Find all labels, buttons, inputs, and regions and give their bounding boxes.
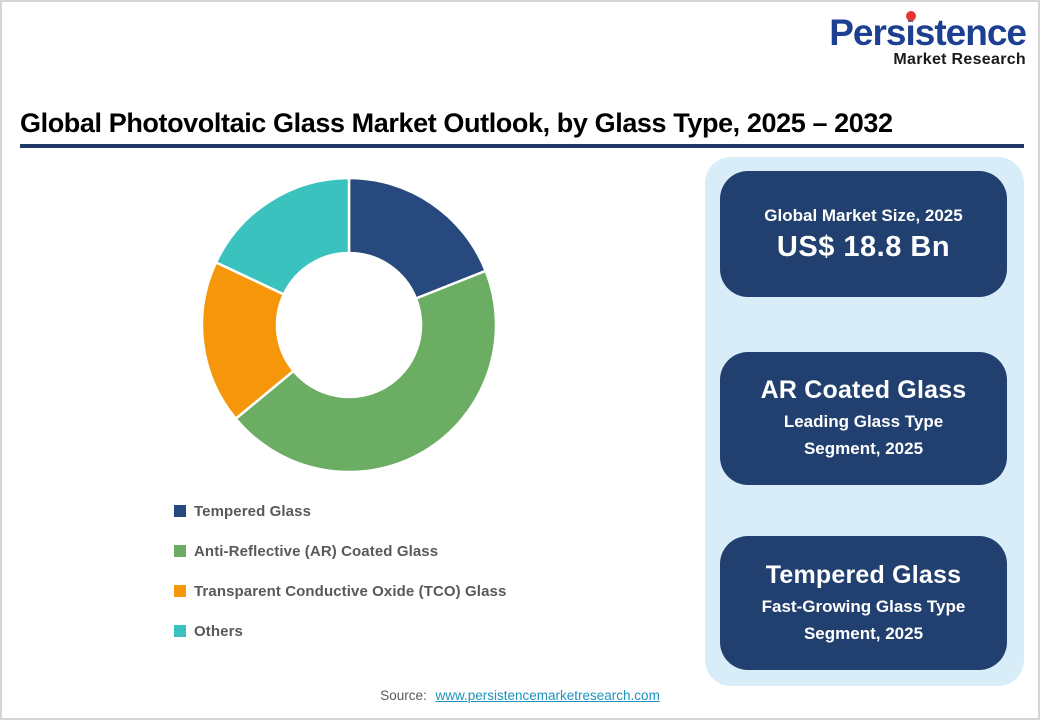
legend-item-tco-glass: Transparent Conductive Oxide (TCO) Glass [174, 571, 506, 611]
legend-swatch-tco-glass [174, 585, 186, 597]
leading-segment-box: AR Coated Glass Leading Glass Type Segme… [720, 352, 1007, 485]
logo-tagline: Market Research [893, 51, 1026, 68]
donut-segment-tempered-glass [347, 176, 487, 300]
market-size-title: Global Market Size, 2025 [764, 205, 963, 225]
source-link[interactable]: www.persistencemarketresearch.com [435, 688, 660, 703]
legend-swatch-tempered-glass [174, 505, 186, 517]
legend-label: Tempered Glass [194, 502, 312, 520]
leading-segment-subtitle-1: Leading Glass Type [783, 412, 944, 432]
leading-segment-title: AR Coated Glass [760, 376, 967, 405]
source-line: Source: www.persistencemarketresearch.co… [2, 688, 1038, 703]
fast-growing-segment-title: Tempered Glass [765, 560, 962, 589]
legend-label: Others [194, 622, 243, 640]
fast-growing-segment-box: Tempered Glass Fast-Growing Glass Type S… [720, 536, 1007, 670]
donut-segment-transparent-conductive-oxide-tco-glass [200, 261, 295, 420]
leading-segment-subtitle-2: Segment, 2025 [803, 439, 924, 459]
legend-swatch-others [174, 625, 186, 637]
legend-item-others: Others [174, 611, 506, 651]
page-title: Global Photovoltaic Glass Market Outlook… [20, 108, 893, 138]
legend-label: Transparent Conductive Oxide (TCO) Glass [194, 582, 507, 600]
legend-item-ar-coated-glass: Anti-Reflective (AR) Coated Glass [174, 531, 506, 571]
donut-chart [200, 176, 498, 474]
persistence-logo: Persistence Market Research [829, 11, 1027, 68]
donut-segment-others [214, 176, 351, 296]
fast-growing-segment-subtitle-1: Fast-Growing Glass Type [761, 596, 966, 616]
logo-brand-row: Persistence [829, 11, 1027, 53]
legend-swatch-ar-coated-glass [174, 545, 186, 557]
fast-growing-segment-subtitle-2: Segment, 2025 [803, 623, 924, 643]
legend-label: Anti-Reflective (AR) Coated Glass [194, 542, 439, 560]
chart-legend: Tempered Glass Anti-Reflective (AR) Coat… [174, 491, 506, 651]
legend-item-tempered-glass: Tempered Glass [174, 491, 506, 531]
title-underline [20, 144, 1024, 148]
market-size-value: US$ 18.8 Bn [776, 230, 951, 263]
donut-segment-anti-reflective-ar-coated-glass [234, 269, 498, 474]
source-label: Source: [380, 688, 427, 703]
highlight-panel: Global Market Size, 2025 US$ 18.8 Bn AR … [705, 157, 1024, 686]
logo-brand-name: Persistence [829, 12, 1027, 53]
logo-i-dot-icon [906, 11, 917, 21]
market-size-box: Global Market Size, 2025 US$ 18.8 Bn [720, 171, 1007, 297]
